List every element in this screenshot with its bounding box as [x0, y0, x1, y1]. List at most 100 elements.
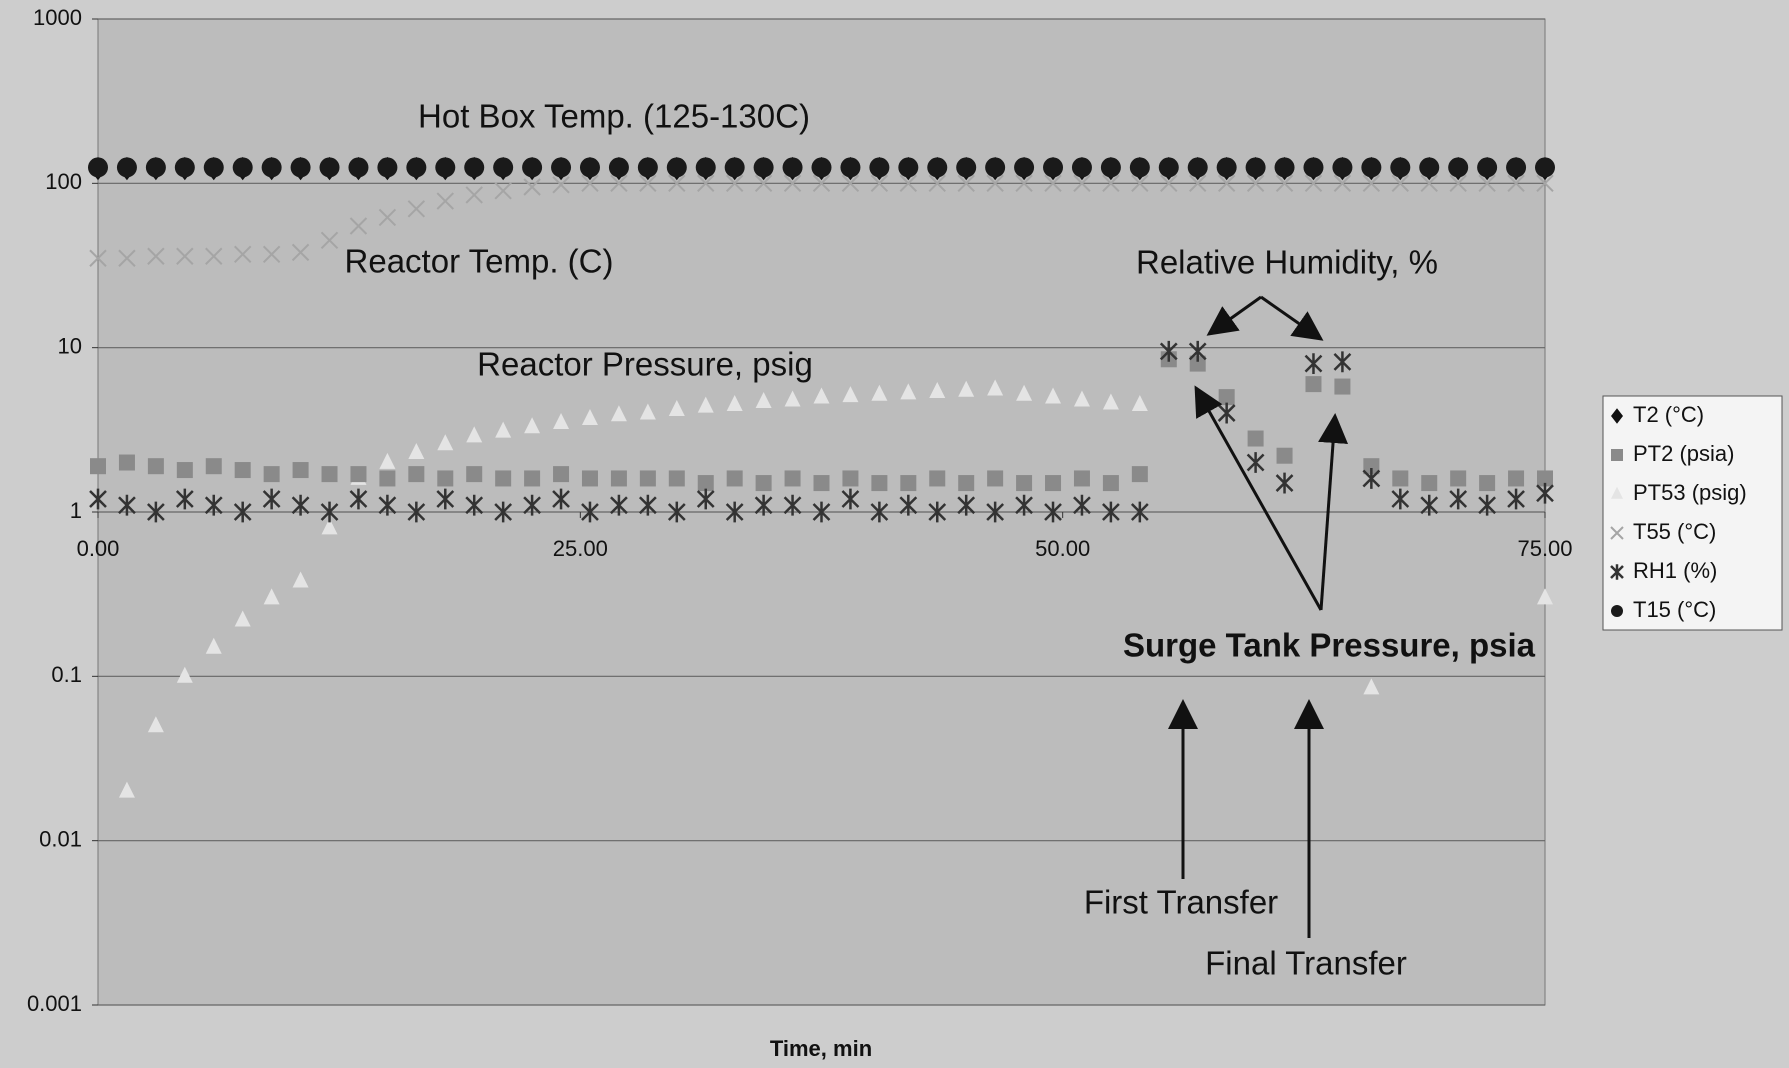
marker — [1015, 494, 1033, 516]
marker — [205, 458, 222, 475]
annotation: Reactor Temp. (C) — [345, 243, 614, 280]
marker — [320, 501, 339, 523]
marker — [784, 390, 801, 407]
marker — [987, 379, 1004, 396]
marker — [175, 488, 194, 510]
marker — [493, 157, 514, 178]
marker — [1131, 174, 1149, 193]
marker — [1014, 157, 1035, 178]
marker — [842, 470, 859, 487]
marker — [436, 192, 454, 210]
legend-marker — [1611, 486, 1623, 499]
marker — [1274, 157, 1295, 178]
marker — [869, 157, 890, 178]
legend-label: PT53 (psig) — [1633, 480, 1747, 505]
marker — [1129, 157, 1150, 178]
marker — [522, 157, 543, 178]
marker — [1073, 174, 1091, 193]
marker — [349, 217, 368, 235]
marker — [1304, 353, 1323, 374]
marker — [176, 666, 193, 683]
legend-label: RH1 (%) — [1633, 558, 1717, 583]
marker — [697, 174, 715, 193]
marker — [204, 494, 223, 516]
marker — [1363, 678, 1380, 695]
arrow — [1318, 413, 1349, 611]
marker — [871, 384, 888, 401]
marker — [1420, 494, 1439, 516]
marker — [147, 247, 165, 265]
marker — [1160, 174, 1178, 193]
marker — [406, 157, 427, 178]
marker — [871, 475, 888, 492]
marker — [639, 174, 657, 193]
marker — [465, 186, 483, 204]
x-tick-label: 50.00 — [1035, 536, 1090, 561]
marker — [579, 157, 600, 178]
marker — [1477, 157, 1498, 178]
marker — [437, 434, 454, 451]
marker — [957, 494, 976, 516]
marker — [724, 157, 745, 178]
marker — [608, 157, 629, 178]
marker — [408, 442, 425, 459]
y-tick-label: 0.001 — [27, 991, 82, 1016]
marker — [1391, 174, 1410, 193]
x-tick-label: 75.00 — [1517, 536, 1572, 561]
marker — [1363, 458, 1380, 475]
marker — [290, 157, 311, 178]
marker — [1246, 452, 1265, 473]
marker — [1016, 475, 1033, 492]
marker — [1303, 157, 1324, 178]
annotation: Relative Humidity, % — [1136, 244, 1438, 281]
marker — [232, 157, 253, 178]
marker — [1045, 475, 1062, 492]
marker — [1449, 488, 1468, 510]
marker — [203, 157, 224, 178]
marker — [1535, 157, 1555, 178]
marker — [840, 157, 861, 178]
legend-marker — [1610, 564, 1624, 580]
marker — [1130, 501, 1149, 523]
marker — [1333, 351, 1352, 373]
marker — [553, 466, 570, 483]
marker — [437, 470, 454, 487]
marker — [552, 488, 570, 510]
marker — [813, 475, 830, 492]
marker — [319, 157, 340, 178]
marker — [610, 405, 627, 422]
marker — [900, 475, 917, 492]
marker — [928, 174, 946, 193]
marker — [696, 488, 715, 510]
marker — [1073, 470, 1090, 487]
marker — [176, 462, 193, 479]
marker — [205, 637, 222, 654]
marker — [782, 157, 803, 178]
marker — [379, 452, 396, 469]
marker — [725, 501, 744, 523]
marker — [726, 470, 743, 487]
marker — [958, 380, 975, 397]
marker — [753, 157, 774, 178]
marker — [146, 501, 165, 523]
marker — [784, 470, 801, 487]
legend — [1602, 395, 1783, 631]
marker — [1218, 389, 1235, 406]
marker — [291, 243, 310, 262]
marker — [987, 470, 1004, 487]
marker — [927, 157, 948, 178]
marker — [898, 157, 919, 178]
marker — [928, 501, 947, 523]
marker — [1507, 488, 1525, 510]
marker — [811, 157, 832, 178]
marker — [349, 488, 368, 510]
annotation: Final Transfer — [1205, 945, 1407, 982]
marker — [436, 488, 455, 510]
marker — [1044, 174, 1062, 193]
annotation: First Transfer — [1084, 884, 1278, 921]
marker — [494, 501, 513, 523]
marker — [378, 494, 397, 516]
marker — [1071, 157, 1092, 178]
marker — [234, 610, 251, 627]
